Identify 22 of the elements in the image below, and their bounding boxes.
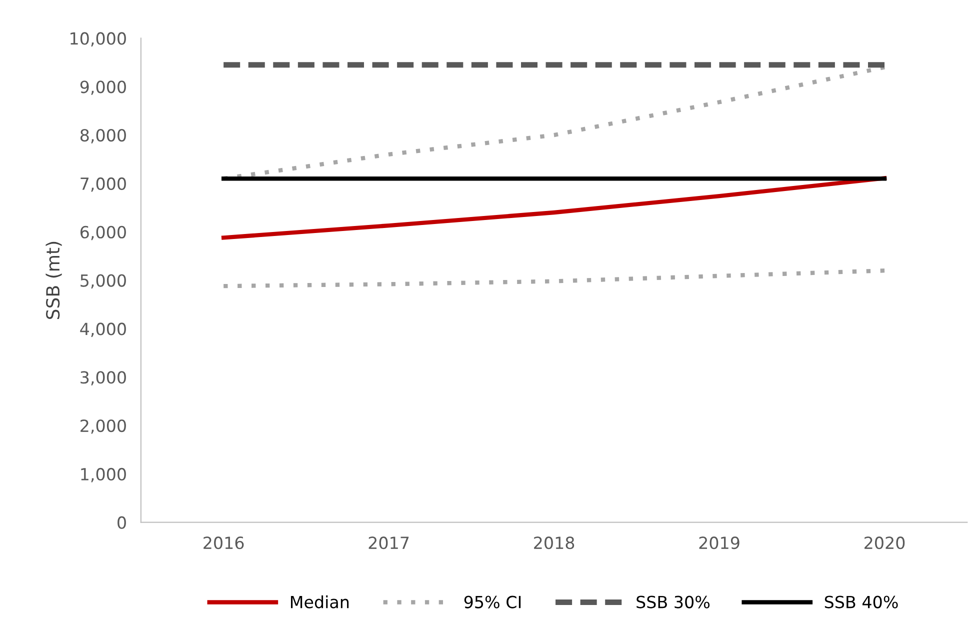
x-tick-label: 2017 <box>368 536 409 550</box>
x-tick-label: 2019 <box>699 536 740 550</box>
y-tick-label: 4,000 <box>80 322 126 337</box>
y-tick-label: 8,000 <box>80 129 126 144</box>
y-tick-label: 0 <box>118 516 126 529</box>
line-series <box>221 176 887 240</box>
legend-label: 95% CI <box>464 596 521 608</box>
y-tick-label: 3,000 <box>80 371 126 386</box>
y-tick-label: 5,000 <box>80 274 126 289</box>
y-tick-label: 9,000 <box>80 80 126 95</box>
x-tick-label: 2016 <box>204 536 244 550</box>
y-tick-label: 10,000 <box>70 32 126 46</box>
y-tick-label: 7,000 <box>80 177 126 192</box>
y-tick-label: 2,000 <box>80 419 126 434</box>
y-tick-label: 1,000 <box>81 468 126 482</box>
x-tick-label: 2018 <box>534 536 574 550</box>
legend-label: Median <box>290 595 349 608</box>
y-axis-title: SSB (mt) <box>46 242 62 319</box>
x-tick-label: 2020 <box>864 536 905 550</box>
legend-label: SSB 30% <box>636 596 710 608</box>
y-tick-label: 6,000 <box>80 226 126 240</box>
legend-label: SSB 40% <box>824 596 898 608</box>
